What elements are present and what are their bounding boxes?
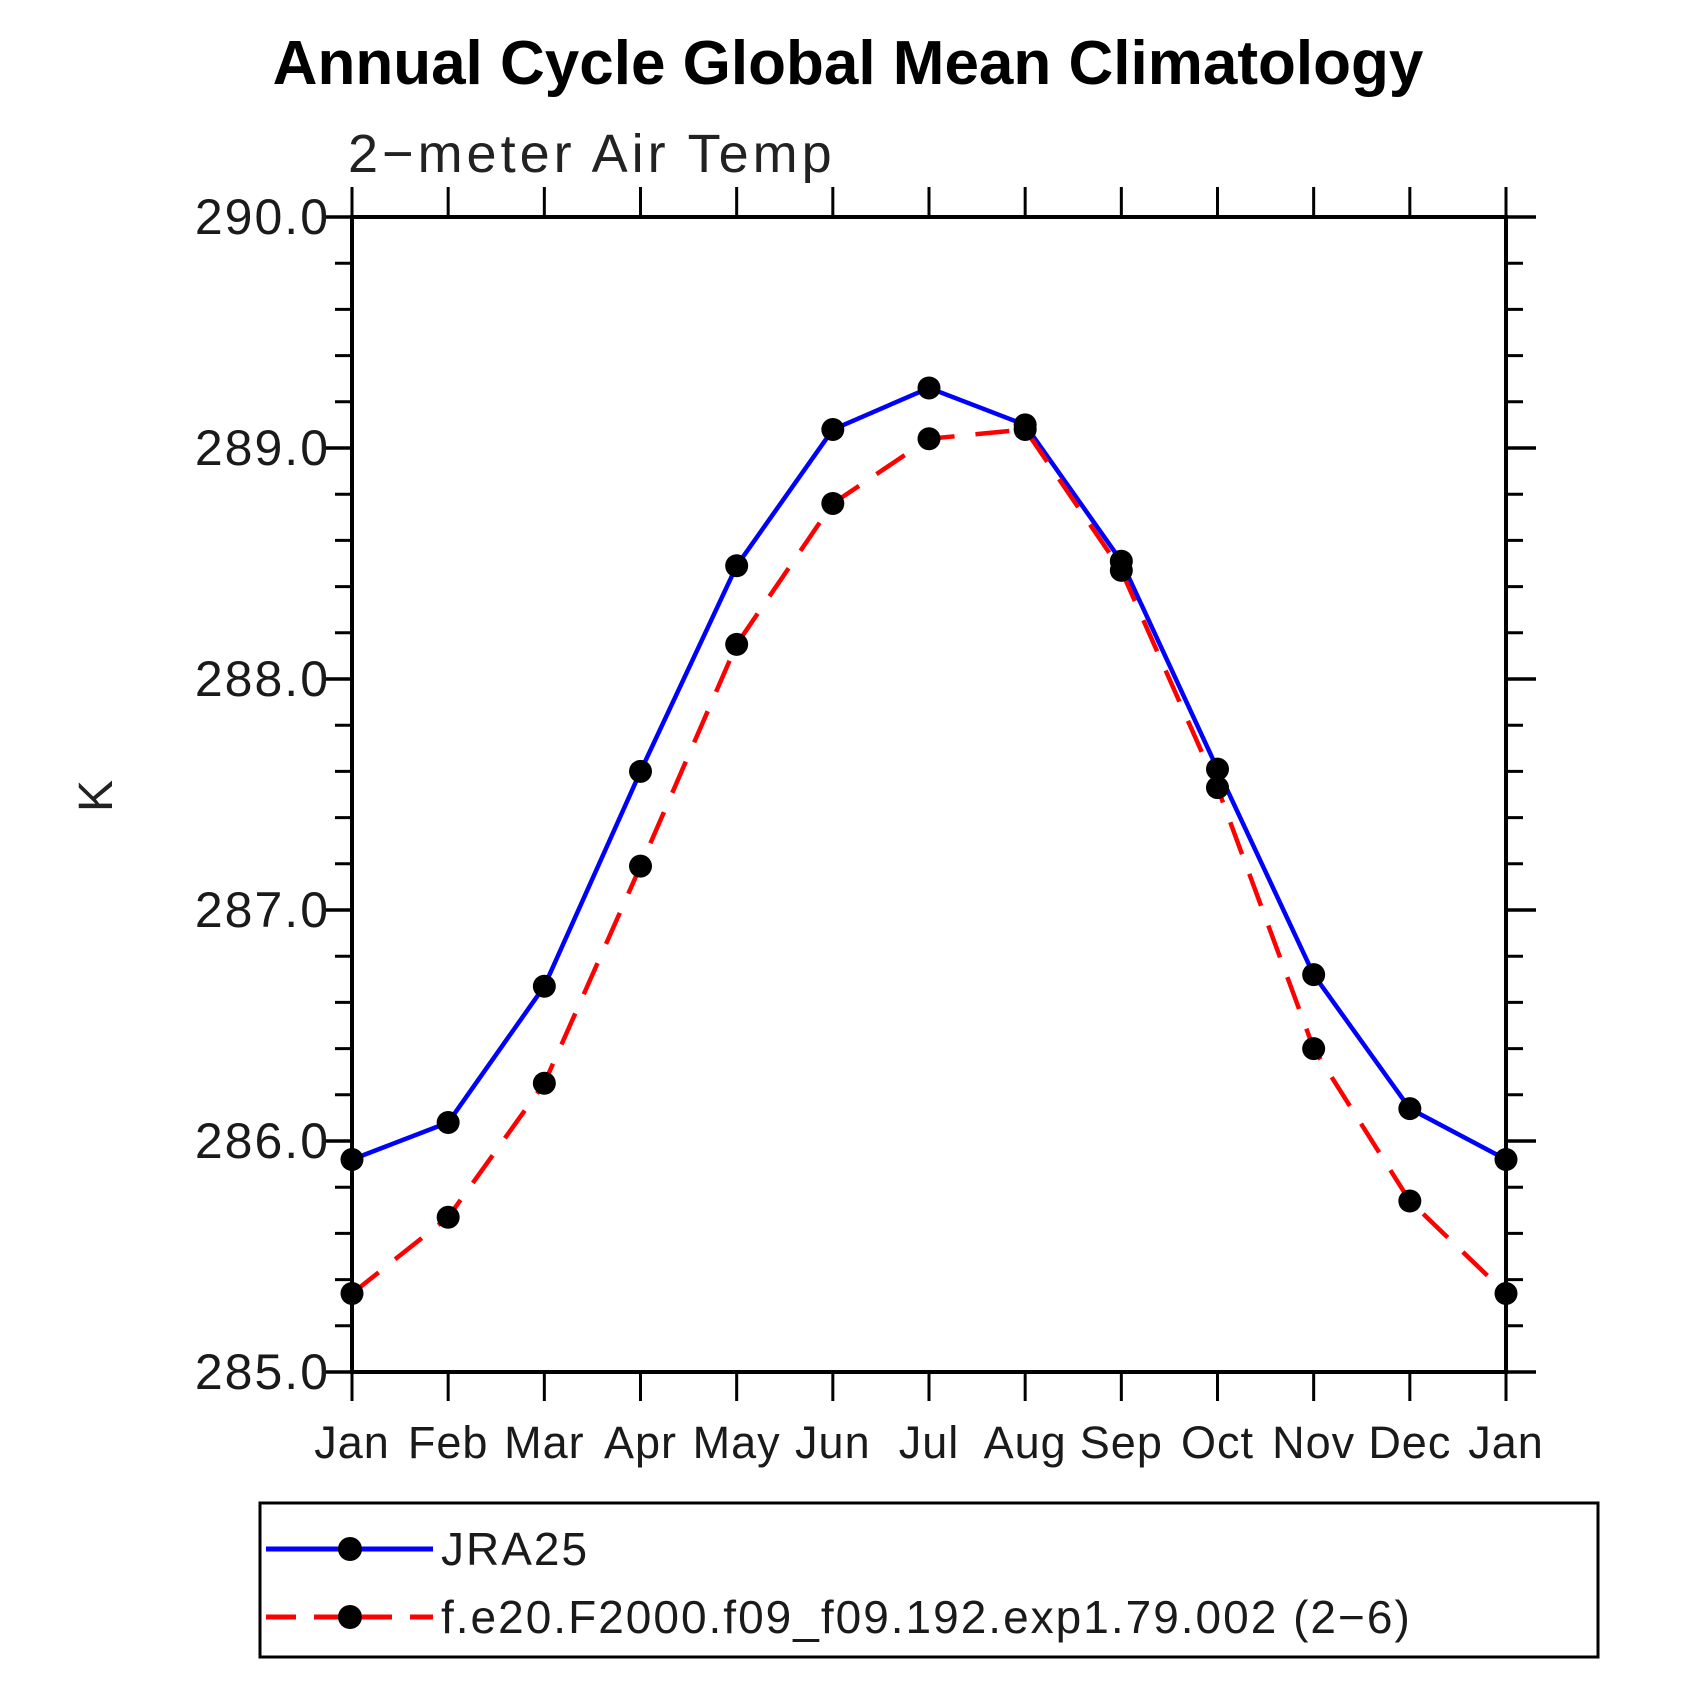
x-tick-label: Dec: [1368, 1417, 1451, 1468]
data-point: [917, 376, 941, 400]
x-tick-label: May: [693, 1417, 781, 1468]
data-point: [917, 427, 941, 451]
legend-box: [258, 1501, 1600, 1659]
y-tick-label: 286.0: [195, 1113, 330, 1169]
legend-label-model: f.e20.F2000.f09_f09.192.exp1.79.002 (2−6…: [441, 1591, 1412, 1643]
x-tick-label: Jan: [1468, 1417, 1544, 1468]
legend-item-model: f.e20.F2000.f09_f09.192.exp1.79.002 (2−6…: [266, 1591, 1412, 1643]
data-point: [629, 854, 652, 878]
data-point: [1398, 1189, 1422, 1213]
data-point: [436, 1111, 460, 1135]
y-tick-label: 290.0: [195, 189, 330, 245]
x-tick-label: Feb: [408, 1417, 489, 1468]
x-tick-label: Aug: [984, 1417, 1067, 1468]
plot-area: 285.0 286.0 287.0 288.0 289.0 290.0 Jan Feb Mar A…: [195, 187, 1544, 1468]
chart-subtitle: 2−meter Air Temp: [348, 124, 836, 184]
series-line-model: [350, 427, 1508, 1296]
legend-marker-model: [338, 1605, 362, 1629]
data-point: [532, 974, 556, 998]
data-point: [821, 418, 845, 442]
y-tick-label: 287.0: [195, 882, 330, 938]
legend-marker-jra25: [338, 1537, 362, 1561]
x-tick-label: Nov: [1272, 1417, 1355, 1468]
data-point: [725, 554, 749, 578]
x-tick-label: Jan: [314, 1417, 390, 1468]
data-point: [1206, 776, 1229, 800]
data-point: [1109, 558, 1133, 582]
y-tick-label: 289.0: [195, 420, 330, 476]
data-point: [1302, 963, 1326, 987]
chart-title: Annual Cycle Global Mean Climatology: [273, 29, 1424, 98]
legend: JRA25 f.e20.F2000.f09_f09.192.exp1.79.00…: [258, 1501, 1600, 1659]
data-point: [340, 1281, 364, 1305]
data-point: [725, 632, 749, 656]
data-point: [436, 1205, 460, 1229]
data-point: [821, 491, 845, 515]
data-point: [1494, 1147, 1518, 1171]
data-point: [1494, 1281, 1518, 1305]
x-tick-label: Oct: [1181, 1417, 1254, 1468]
data-point: [532, 1071, 556, 1095]
legend-item-jra25: JRA25: [266, 1523, 589, 1575]
data-point: [1206, 757, 1229, 781]
x-tick-label: Jun: [795, 1417, 871, 1468]
y-axis-title: K: [70, 778, 123, 812]
data-point: [1013, 418, 1037, 442]
y-tick-label: 285.0: [195, 1344, 330, 1400]
legend-label-jra25: JRA25: [441, 1523, 589, 1575]
x-tick-label: Apr: [604, 1417, 677, 1468]
x-tick-label: Sep: [1080, 1417, 1163, 1468]
data-point: [1302, 1037, 1326, 1061]
series-line-jra25: [351, 385, 1508, 1162]
x-tick-label: Mar: [504, 1417, 585, 1468]
data-point: [340, 1147, 364, 1171]
data-point: [629, 759, 652, 783]
x-tick-label: Jul: [899, 1417, 960, 1468]
y-tick-label: 288.0: [195, 651, 330, 707]
data-point: [1398, 1097, 1422, 1121]
